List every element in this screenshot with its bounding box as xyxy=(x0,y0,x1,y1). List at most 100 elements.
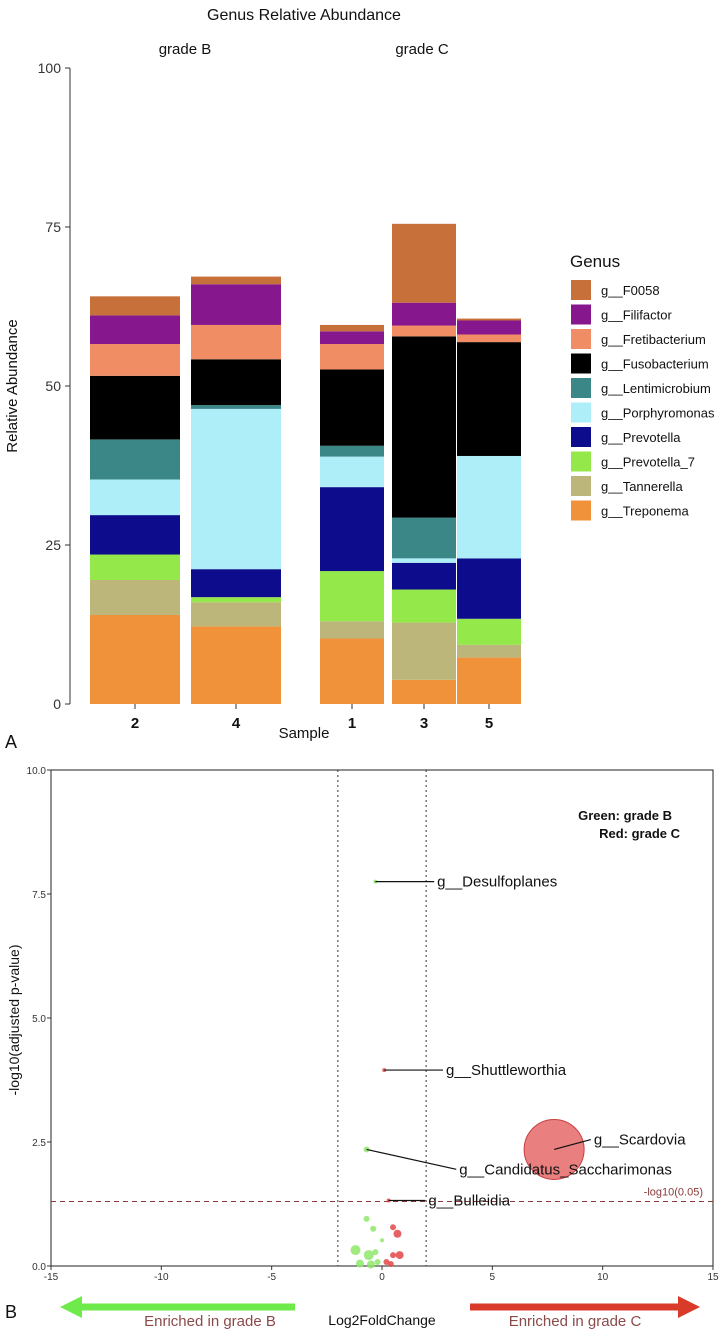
data-point-grade-b xyxy=(372,1249,379,1256)
y-tick-label: 25 xyxy=(45,537,61,553)
bar-stack-sample-4 xyxy=(191,276,281,704)
legend-swatch xyxy=(571,402,591,423)
y-tick-label: 100 xyxy=(38,60,62,76)
bar-segment-porphyromonas xyxy=(90,479,180,516)
facet-label-grade-c: grade C xyxy=(395,41,449,58)
x-axis-label: Log2FoldChange xyxy=(328,1312,436,1328)
data-point-grade-c xyxy=(393,1229,402,1238)
arrow-right-icon xyxy=(678,1296,700,1318)
bar-segment-fretibacterium xyxy=(90,344,180,376)
x-tick-label: 5 xyxy=(485,715,493,732)
legend-swatch xyxy=(571,427,591,447)
bar-segment-fusobacterium xyxy=(320,369,384,446)
x-tick-label: -15 xyxy=(44,1272,59,1283)
point-label: g__Bulleidia xyxy=(428,1193,510,1210)
bar-stack-sample-1 xyxy=(320,324,384,704)
y-tick-label: 75 xyxy=(45,219,61,235)
bar-segment-f0058 xyxy=(457,318,521,321)
y-tick-label: 2.5 xyxy=(32,1138,46,1149)
legend-label: g__Prevotella_7 xyxy=(601,455,695,470)
x-tick-label: 15 xyxy=(707,1272,719,1283)
bar-segment-prevotella-7 xyxy=(90,554,180,580)
legend-swatch xyxy=(571,451,591,472)
legend-item: g__Porphyromonas xyxy=(571,402,715,423)
data-point-grade-b xyxy=(363,1215,370,1222)
data-point-grade-b xyxy=(355,1259,364,1268)
legend-swatch xyxy=(571,476,591,496)
bar-segment-lentimicrobium xyxy=(191,405,281,409)
bar-segment-treponema xyxy=(392,679,456,704)
enriched-grade-b-label: Enriched in grade B xyxy=(144,1313,276,1330)
bar-segment-fusobacterium xyxy=(191,359,281,406)
legend-item: g__Filifactor xyxy=(571,304,672,325)
x-tick-label: 3 xyxy=(420,715,428,732)
x-tick-label: 0 xyxy=(379,1272,385,1283)
bar-segment-tannerella xyxy=(90,579,180,615)
legend-swatch xyxy=(571,329,591,349)
facet-label-grade-b: grade B xyxy=(159,41,212,58)
bar-segment-prevotella-7 xyxy=(392,589,456,623)
bar-segment-filifactor xyxy=(392,302,456,326)
data-point-grade-c xyxy=(390,1224,397,1231)
data-point-grade-c xyxy=(390,1252,397,1259)
legend-swatch xyxy=(571,378,591,398)
bar-segment-prevotella xyxy=(191,569,281,598)
bar-segment-lentimicrobium xyxy=(90,439,180,480)
legend-item: g__Prevotella_7 xyxy=(571,451,695,472)
bar-segment-porphyromonas xyxy=(457,455,521,559)
legend-label: g__Filifactor xyxy=(601,308,672,323)
bar-segment-porphyromonas xyxy=(392,558,456,563)
point-label: g__Candidatus_Saccharimonas xyxy=(459,1161,672,1178)
y-axis-label: -log10(adjusted p-value) xyxy=(6,945,22,1096)
point-label: g__Scardovia xyxy=(594,1132,686,1149)
x-axis-label: Sample xyxy=(279,725,330,742)
bar-segment-treponema xyxy=(457,657,521,704)
bar-segment-porphyromonas xyxy=(320,456,384,488)
legend-label: g__F0058 xyxy=(601,283,660,298)
legend-item: g__Fusobacterium xyxy=(571,353,709,374)
bar-stack-sample-3 xyxy=(392,223,456,704)
bar-stack-sample-5 xyxy=(457,318,521,704)
bar-segment-prevotella-7 xyxy=(191,597,281,603)
bar-segment-fretibacterium xyxy=(320,344,384,370)
y-tick-label: 50 xyxy=(45,378,61,394)
panel-b: 0.0 2.5 5.0 7.5 10.0 -15 -10 -5 0 5 10 15 -log10(0.0… xyxy=(5,766,719,1330)
legend-label: g__Prevotella xyxy=(601,430,681,445)
bar-segment-tannerella xyxy=(457,644,521,658)
legend-item: g__Lentimicrobium xyxy=(571,378,711,398)
x-tick-label: 5 xyxy=(490,1272,496,1283)
x-tick-label: 4 xyxy=(232,715,241,732)
bar-segment-treponema xyxy=(320,638,384,704)
label-leader-line xyxy=(553,1138,591,1151)
legend-swatch xyxy=(571,353,591,374)
y-tick-label: 0 xyxy=(53,696,61,712)
bar-segment-f0058 xyxy=(90,296,180,316)
x-tick-label: -5 xyxy=(267,1272,276,1283)
legend-label: g__Lentimicrobium xyxy=(601,381,711,396)
legend-swatch xyxy=(571,304,591,325)
legend-label: g__Porphyromonas xyxy=(601,406,715,421)
arrow-left-icon xyxy=(60,1296,82,1318)
legend-label: g__Treponema xyxy=(601,504,689,519)
data-point-grade-b xyxy=(374,1259,381,1266)
legend-item: g__Prevotella xyxy=(571,427,681,447)
plot-frame xyxy=(50,769,714,1267)
panel-label-b: B xyxy=(5,1302,17,1322)
point-label: g__Shuttleworthia xyxy=(446,1062,567,1079)
bar-segment-treponema xyxy=(90,614,180,704)
label-leader-line xyxy=(366,1148,457,1170)
bar-segment-fretibacterium xyxy=(191,324,281,360)
bar-segment-filifactor xyxy=(457,320,521,335)
legend-item: g__Treponema xyxy=(571,500,689,521)
bar-segment-fusobacterium xyxy=(457,342,521,456)
bar-segment-prevotella xyxy=(320,487,384,572)
legend-swatch xyxy=(571,280,591,300)
y-axis-label: Relative Abundance xyxy=(4,319,21,452)
bar-segment-fretibacterium xyxy=(392,325,456,337)
bar-segment-prevotella-7 xyxy=(457,618,521,645)
legend-label: g__Fusobacterium xyxy=(601,357,709,372)
y-tick-label: 7.5 xyxy=(32,890,46,901)
data-point-grade-b xyxy=(380,1238,384,1243)
legend-item: g__Fretibacterium xyxy=(571,329,706,349)
